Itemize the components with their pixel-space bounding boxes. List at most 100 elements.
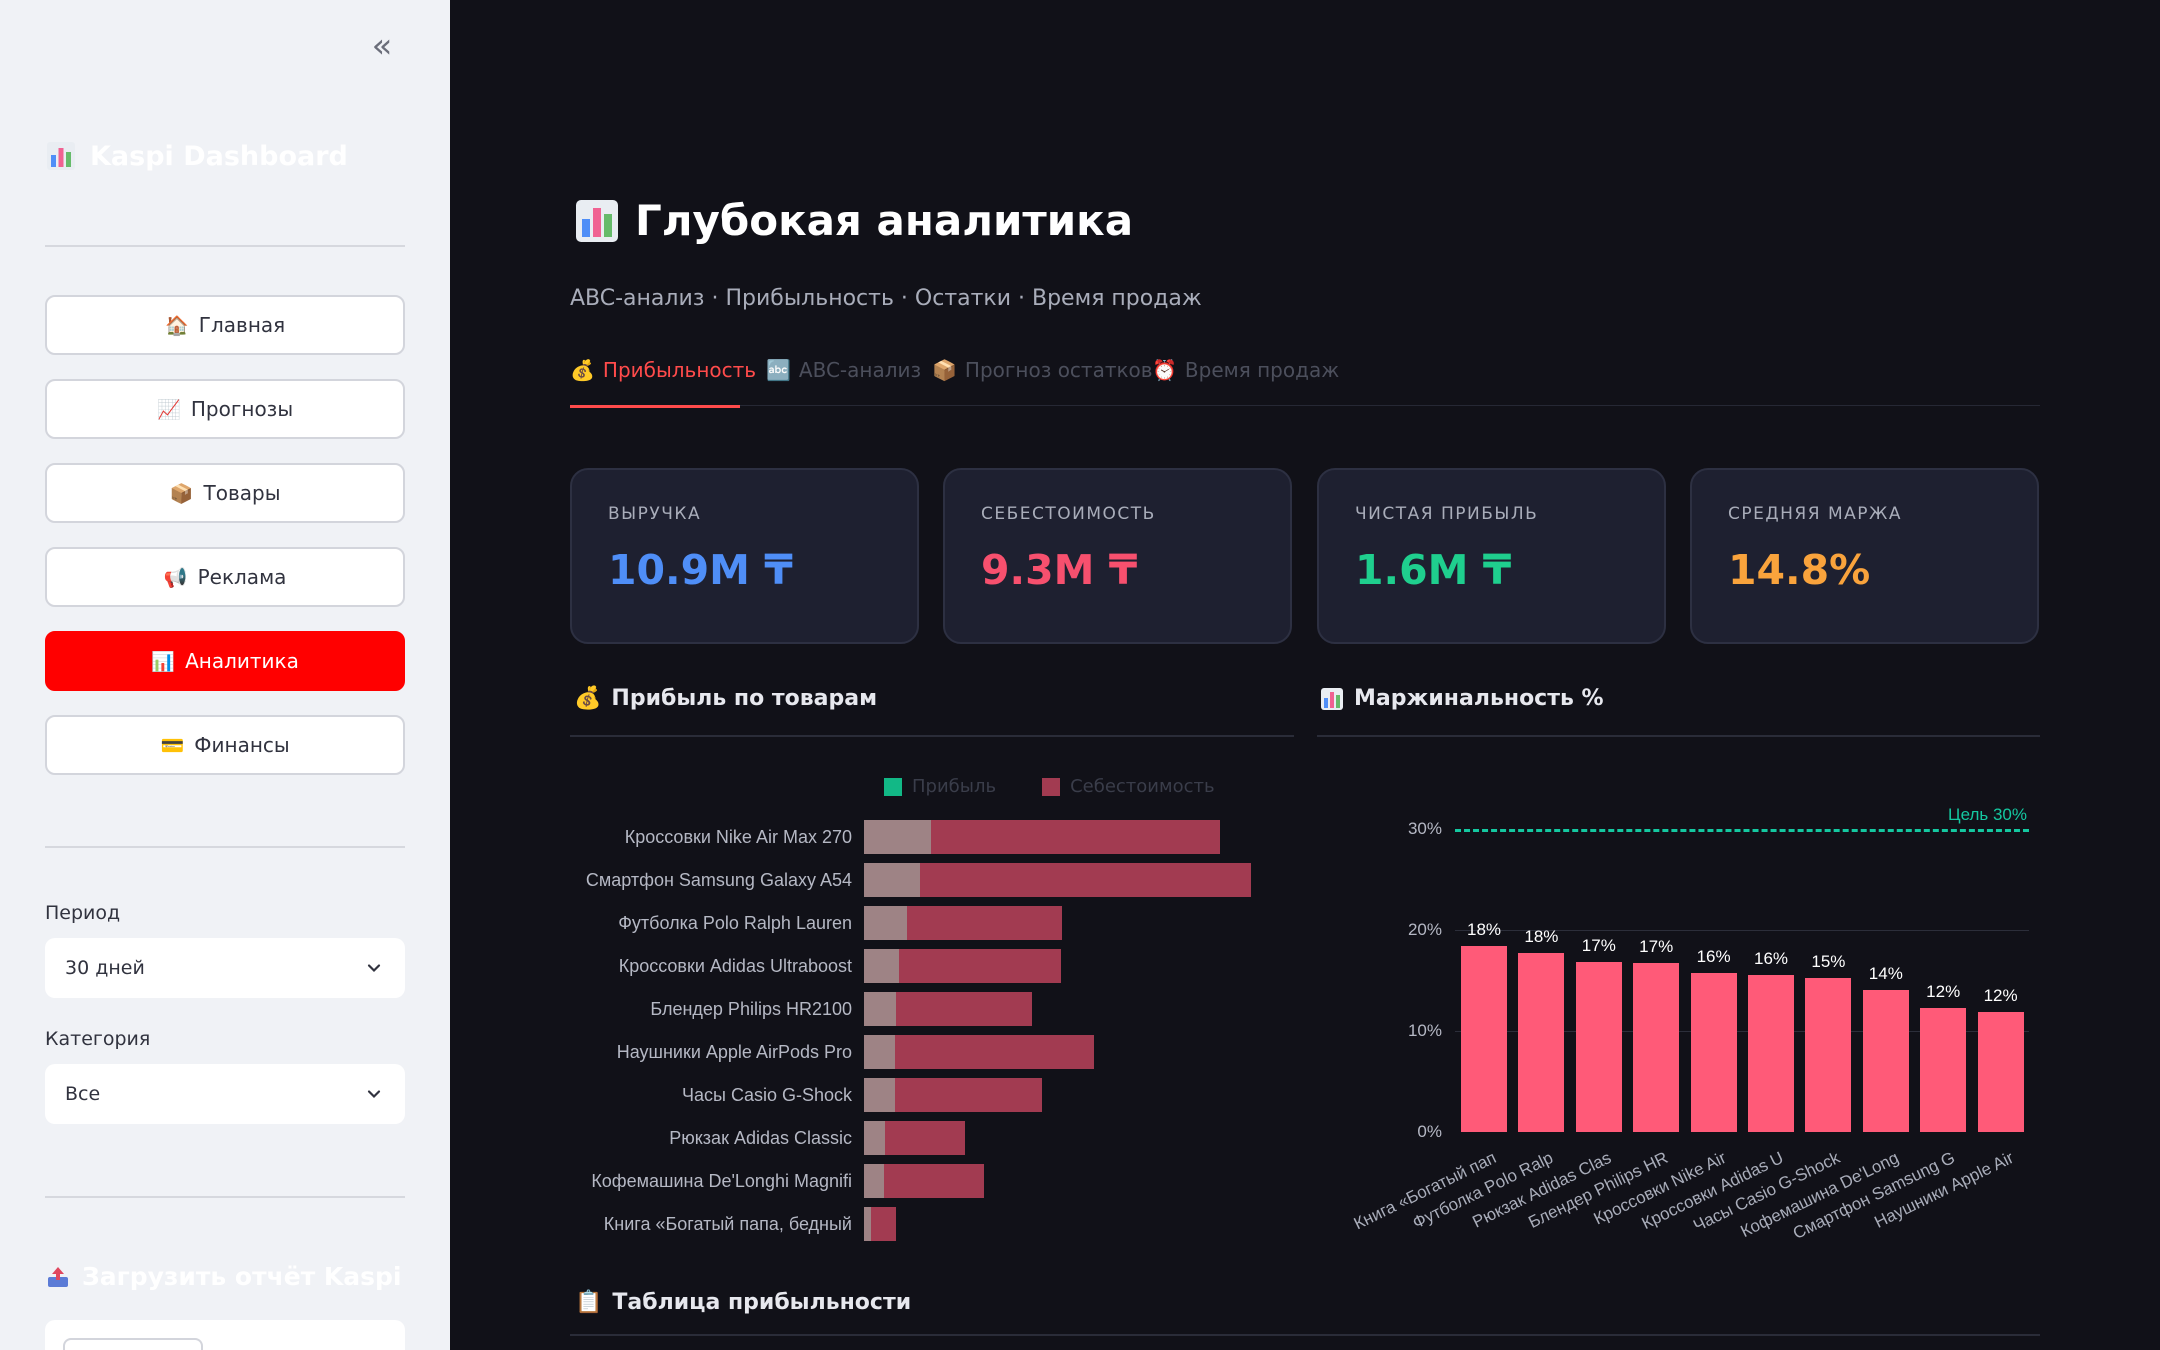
margin-bar [1633, 963, 1680, 1132]
tab-abc[interactable]: 🔤 ABC-анализ [766, 354, 921, 406]
margin-bar [1805, 978, 1852, 1132]
target-line [1455, 829, 2029, 832]
abc-icon: 🔤 [766, 358, 791, 382]
tab-bar: 💰 Прибыльность 🔤 ABC-анализ 📦 Прогноз ос… [570, 354, 2040, 408]
tab-label: ABC-анализ [798, 358, 922, 382]
data-label: 17% [1639, 937, 1674, 957]
tab-sales-time[interactable]: ⏰ Время продаж [1152, 354, 1339, 406]
bar-profit [864, 863, 920, 897]
divider [570, 1334, 2040, 1336]
bar-profit [864, 906, 908, 940]
kpi-avg-margin: СРЕДНЯЯ МАРЖА 14.8% [1690, 468, 2039, 644]
nav-analytics-button[interactable]: 📊 Аналитика [45, 631, 405, 691]
clipboard-icon: 📋 [575, 1290, 603, 1315]
bar-profit [864, 1078, 896, 1112]
margin-chart: 0% 10% 20% 30% Цель 30% 18% Книга «Богатый пап… [1325, 790, 2105, 1270]
data-label: 12% [1983, 985, 2018, 1005]
nav-home-button[interactable]: 🏠 Главная [45, 295, 405, 355]
target-label: Цель 30% [1948, 805, 2027, 824]
data-label: 12% [1926, 981, 1961, 1001]
divider [45, 846, 405, 848]
nav-ads-button[interactable]: 📢 Реклама [45, 547, 405, 607]
bar-chart-icon [576, 199, 618, 242]
credit-card-icon: 💳 [160, 734, 185, 757]
package-icon: 📦 [932, 358, 957, 382]
bar-cost [899, 949, 1061, 983]
y-tick-label: Наушники Apple AirPods Pro [616, 1042, 852, 1062]
bar-cost [884, 1121, 965, 1155]
legend-swatch-cost [1042, 777, 1061, 796]
bar-cost [883, 1164, 984, 1198]
kpi-label: ЧИСТАЯ ПРИБЫЛЬ [1355, 504, 1539, 524]
kpi-value: 10.9M ₸ [608, 546, 793, 594]
main-content: Глубокая аналитика ABC-анализ · Прибыльн… [450, 0, 2160, 1350]
package-icon: 📦 [169, 482, 194, 505]
kpi-net-profit: ЧИСТАЯ ПРИБЫЛЬ 1.6M ₸ [1317, 468, 1666, 644]
data-label: 18% [1524, 927, 1559, 947]
margin-bar [1748, 975, 1794, 1132]
nav-products-button[interactable]: 📦 Товары [45, 463, 405, 523]
bar-cost [896, 992, 1032, 1026]
category-value: Все [65, 1083, 101, 1105]
page-subtitle: ABC-анализ · Прибыльность · Остатки · Вр… [570, 286, 1202, 311]
gridline [1455, 1031, 2029, 1032]
sidebar-brand: Kaspi Dashboard [46, 136, 348, 176]
kpi-value: 9.3M ₸ [981, 546, 1138, 594]
y-tick-label: Часы Casio G-Shock [682, 1085, 852, 1105]
margin-bar [1461, 946, 1507, 1132]
category-label: Категория [45, 1028, 151, 1050]
kpi-revenue: ВЫРУЧКА 10.9M ₸ [570, 468, 919, 644]
data-label: 17% [1581, 936, 1616, 956]
bar-cost [870, 1207, 897, 1241]
bar-cost [907, 906, 1062, 940]
kpi-value: 1.6M ₸ [1355, 546, 1512, 594]
y-tick-label: Рюкзак Adidas Classic [669, 1128, 852, 1148]
bar-chart-icon [47, 142, 75, 170]
page-title: Глубокая аналитика [575, 196, 1133, 245]
collapse-sidebar-icon[interactable]: « [371, 26, 393, 66]
bar-profit [864, 1207, 871, 1241]
legend-label: Прибыль [912, 776, 997, 797]
nav-label: Товары [203, 481, 281, 505]
bar-profit [864, 1035, 896, 1069]
section-margin: Маржинальность % [1320, 686, 1604, 711]
period-select[interactable]: 30 дней [45, 938, 405, 998]
nav-forecasts-button[interactable]: 📈 Прогнозы [45, 379, 405, 439]
section-title: Таблица прибыльности [612, 1290, 912, 1315]
period-value: 30 дней [65, 957, 145, 979]
divider [570, 735, 1294, 737]
divider [45, 1196, 405, 1198]
kpi-label: СРЕДНЯЯ МАРЖА [1728, 504, 1902, 524]
kpi-cost: СЕБЕСТОИМОСТЬ 9.3M ₸ [943, 468, 1292, 644]
browse-files-button[interactable] [63, 1338, 203, 1350]
bar-profit [864, 1164, 884, 1198]
nav-finance-button[interactable]: 💳 Финансы [45, 715, 405, 775]
tab-label: Прибыльность [602, 358, 757, 382]
bar-profit [864, 992, 897, 1026]
money-bag-icon: 💰 [570, 358, 595, 382]
margin-bar [1862, 989, 1909, 1132]
chart-up-icon: 📈 [157, 398, 181, 421]
category-select[interactable]: Все [45, 1064, 405, 1124]
legend-swatch-profit [884, 777, 902, 796]
kpi-value: 14.8% [1728, 546, 1871, 594]
divider [45, 245, 405, 247]
upload-title: Загрузить отчёт Kaspi [46, 1262, 402, 1291]
section-title: Прибыль по товарам [611, 686, 878, 711]
page-title-text: Глубокая аналитика [635, 196, 1134, 245]
tab-stock-forecast[interactable]: 📦 Прогноз остатков [932, 354, 1153, 406]
chevron-down-icon [367, 964, 381, 973]
chevron-down-icon [367, 1090, 381, 1099]
kpi-label: СЕБЕСТОИМОСТЬ [981, 504, 1156, 524]
bar-chart-icon: 📊 [151, 650, 175, 673]
file-uploader[interactable] [45, 1320, 405, 1350]
bar-chart-icon [1321, 687, 1343, 710]
y-tick-label: Блендер Philips HR2100 [650, 999, 852, 1019]
data-label: 14% [1868, 963, 1903, 983]
margin-bar [1920, 1007, 1967, 1132]
sidebar: « Kaspi Dashboard 🏠 Главная 📈 Прогнозы 📦… [0, 0, 450, 1350]
divider [1317, 735, 2040, 737]
bar-cost [895, 1035, 1095, 1069]
nav-label: Главная [198, 313, 286, 337]
tab-profitability[interactable]: 💰 Прибыльность [570, 354, 756, 408]
